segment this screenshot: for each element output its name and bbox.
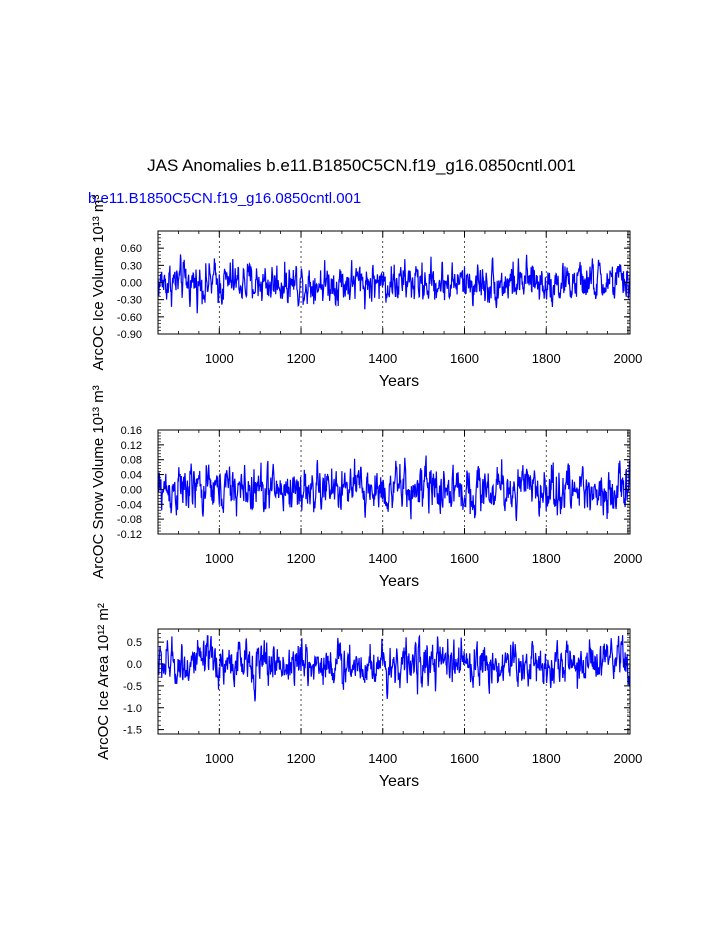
x-tick-label: 1800 <box>532 551 561 566</box>
y-tick-label: -0.30 <box>117 295 142 307</box>
y-tick-label: 0.60 <box>121 243 142 255</box>
y-tick-label: -1.5 <box>123 725 142 737</box>
x-tick-label: 1600 <box>450 351 479 366</box>
plot-subtitle: b.e11.B1850C5CN.f19_g16.0850cntl.001 <box>88 190 362 207</box>
y-tick-label: -0.5 <box>123 681 142 693</box>
page-title: JAS Anomalies b.e11.B1850C5CN.f19_g16.08… <box>147 156 576 175</box>
y-tick-label: 0.08 <box>121 455 142 467</box>
x-tick-label: 1000 <box>205 551 234 566</box>
y-tick-label: 0.12 <box>121 440 142 452</box>
panel-ice-volume: 1000 1200 1400 1600 1800 2000 -0.90 -0.60 -0.30 0… <box>90 195 642 390</box>
series-line <box>157 455 631 522</box>
x-tick-label: 1000 <box>205 751 234 766</box>
plot-frame <box>157 429 631 535</box>
x-tick-label: 2000 <box>613 351 642 366</box>
y-tick-label: 0.16 <box>121 425 142 437</box>
x-tick-label: 1200 <box>287 551 316 566</box>
y-tick-label: 0.04 <box>121 470 142 482</box>
y-axis-title: ArcOC Ice Area 10¹² m² <box>95 603 112 760</box>
x-axis-title: Years <box>379 373 419 390</box>
x-tick-label: 1600 <box>450 751 479 766</box>
series-line <box>157 254 631 314</box>
x-tick-label: 1400 <box>368 551 397 566</box>
x-tick-label: 1800 <box>532 751 561 766</box>
panel-snow-volume: 1000 1200 1400 1600 1800 2000 -0.12 -0.08 -0.04 0… <box>90 385 642 590</box>
y-tick-label: -0.12 <box>117 529 142 541</box>
x-tick-label: 1000 <box>205 351 234 366</box>
x-tick-label: 1200 <box>287 751 316 766</box>
y-tick-label: 0.30 <box>121 260 142 272</box>
series-line <box>157 634 631 702</box>
y-axis-title: ArcOC Snow Volume 10¹³ m³ <box>90 385 107 578</box>
y-tick-label: 0.00 <box>121 484 142 496</box>
y-tick-label: 0.5 <box>127 637 142 649</box>
x-tick-label: 1400 <box>368 751 397 766</box>
x-tick-label: 2000 <box>613 551 642 566</box>
x-axis-title: Years <box>379 573 419 590</box>
y-tick-label: -0.60 <box>117 312 142 324</box>
y-tick-label: -0.04 <box>117 499 142 511</box>
x-tick-label: 1400 <box>368 351 397 366</box>
x-tick-label: 1600 <box>450 551 479 566</box>
y-tick-label: -0.08 <box>117 514 142 526</box>
panel-ice-area: 1000 1200 1400 1600 1800 2000 -1.5 -1.0 -0.5 0.0 0… <box>95 603 642 790</box>
y-tick-label: -0.90 <box>117 329 142 341</box>
x-axis-title: Years <box>379 773 419 790</box>
y-tick-label: -1.0 <box>123 703 142 715</box>
y-axis-title: ArcOC Ice Volume 10¹³ m³ <box>90 195 107 371</box>
x-tick-label: 1200 <box>287 351 316 366</box>
x-tick-label: 2000 <box>613 751 642 766</box>
x-tick-label: 1800 <box>532 351 561 366</box>
y-tick-label: 0.00 <box>121 278 142 290</box>
y-tick-label: 0.0 <box>127 659 142 671</box>
